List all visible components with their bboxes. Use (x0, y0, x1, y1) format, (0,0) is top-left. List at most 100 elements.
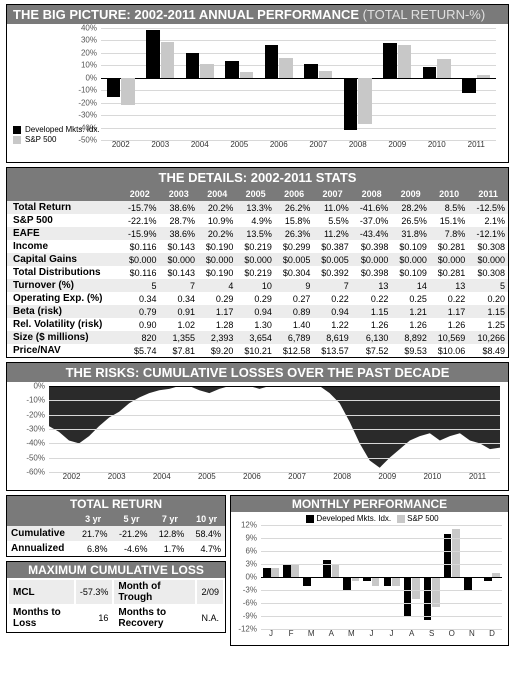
col-header: 2002 (120, 187, 160, 201)
y-tick-label: -9% (233, 612, 257, 621)
cell: $0.005 (313, 253, 351, 266)
y-tick-label: -6% (233, 598, 257, 607)
x-tick-label: 2007 (309, 140, 327, 149)
cell: 0.90 (120, 318, 160, 331)
details-table: 2002200320042005200620072008200920102011… (7, 187, 508, 357)
x-tick-label: D (489, 629, 495, 638)
bar (271, 568, 279, 577)
x-tick-label: J (369, 629, 373, 638)
cell: -15.9% (120, 227, 160, 240)
big-picture-legend: Developed Mkts. Idx.S&P 500 (13, 124, 100, 144)
bar (146, 30, 159, 78)
y-tick-label: 30% (69, 36, 97, 45)
cell: -12.1% (468, 227, 508, 240)
y-tick-label: -20% (13, 410, 45, 419)
cell: 11.2% (313, 227, 351, 240)
title-text: THE BIG PICTURE: 2002-2011 ANNUAL PERFOR… (13, 7, 359, 22)
row-label: EAFE (7, 227, 120, 240)
monthly-chart: JFMAMJJASOND 12%9%6%3%0%-3%-6%-9%-12% (261, 525, 502, 643)
col-header: 2006 (275, 187, 313, 201)
col-header: 2009 (391, 187, 429, 201)
cell: 0.94 (236, 305, 274, 318)
bar (464, 577, 472, 590)
y-tick-label: -60% (13, 468, 45, 477)
bar (265, 45, 278, 78)
bar (462, 78, 475, 94)
cell: $0.000 (468, 253, 508, 266)
y-tick-label: 10% (69, 61, 97, 70)
mcl-value: 16 (76, 606, 113, 630)
cell: -4.6% (112, 541, 152, 556)
cell: 6.8% (75, 541, 112, 556)
x-tick-label: 2010 (423, 472, 441, 481)
bar (319, 71, 332, 78)
details-panel: THE DETAILS: 2002-2011 STATS 20022003 200… (6, 167, 509, 358)
cell: 38.6% (160, 201, 198, 214)
bar (263, 568, 271, 577)
y-tick-label: -30% (69, 111, 97, 120)
mcl-label: MCL (9, 580, 74, 604)
cell: $0.000 (430, 253, 468, 266)
cell: 820 (120, 331, 160, 344)
big-picture-chart: 40%30%20%10%0%-10%-20%-30%-40%-50% 20022… (7, 24, 508, 162)
y-tick-label: -20% (69, 98, 97, 107)
cell: 1.7% (152, 541, 189, 556)
cell: -37.0% (352, 214, 392, 227)
col-header: 2010 (430, 187, 468, 201)
cell: 0.91 (160, 305, 198, 318)
cell: $13.57 (313, 344, 351, 357)
cell: 4.9% (236, 214, 274, 227)
cell: 7 (313, 279, 351, 292)
y-tick-label: -30% (13, 425, 45, 434)
cell: 5.5% (313, 214, 351, 227)
col-header: 10 yr (188, 512, 225, 526)
row-label: Capital Gains (7, 253, 120, 266)
bar (398, 45, 411, 78)
cell: $0.299 (275, 240, 313, 253)
row-label: Beta (risk) (7, 305, 120, 318)
cell: $0.190 (198, 266, 236, 279)
x-tick-label: M (348, 629, 355, 638)
cell: $0.143 (160, 240, 198, 253)
col-header: 2003 (160, 187, 198, 201)
x-tick-label: O (449, 629, 455, 638)
bar (304, 64, 317, 78)
y-tick-label: -10% (13, 396, 45, 405)
cell: 8.5% (430, 201, 468, 214)
cell: $0.308 (468, 240, 508, 253)
risks-title: THE RISKS: CUMULATIVE LOSSES OVER THE PA… (7, 363, 508, 382)
bar (372, 577, 380, 586)
big-picture-panel: THE BIG PICTURE: 2002-2011 ANNUAL PERFOR… (6, 4, 509, 163)
cell: 1.21 (391, 305, 429, 318)
cell: $0.392 (313, 266, 351, 279)
cell: 13.3% (236, 201, 274, 214)
cell: 10,266 (468, 331, 508, 344)
cell: 5 (468, 279, 508, 292)
x-tick-label: 2005 (198, 472, 216, 481)
total-return-table: 3 yr5 yr7 yr10 yrCumulative21.7%-21.2%12… (7, 512, 225, 556)
cell: $12.58 (275, 344, 313, 357)
x-tick-label: 2002 (63, 472, 81, 481)
y-tick-label: 0% (69, 73, 97, 82)
x-tick-label: S (429, 629, 434, 638)
x-tick-label: 2003 (151, 140, 169, 149)
cell: 7.8% (430, 227, 468, 240)
bar (343, 577, 351, 590)
col-header: 2005 (236, 187, 274, 201)
x-tick-label: 2008 (349, 140, 367, 149)
bar (161, 42, 174, 78)
cell: 31.8% (391, 227, 429, 240)
cell: 28.2% (391, 201, 429, 214)
legend-label: S&P 500 (407, 514, 438, 523)
cell: 58.4% (188, 526, 225, 541)
mcl-label: Months to Loss (9, 606, 74, 630)
cell: 0.34 (160, 292, 198, 305)
x-tick-label: M (308, 629, 315, 638)
details-title: THE DETAILS: 2002-2011 STATS (7, 168, 508, 187)
x-tick-label: 2008 (333, 472, 351, 481)
cell: 28.7% (160, 214, 198, 227)
bar (392, 577, 400, 586)
y-tick-label: 40% (69, 24, 97, 33)
cell: $0.116 (120, 266, 160, 279)
y-tick-label: -12% (233, 625, 257, 634)
